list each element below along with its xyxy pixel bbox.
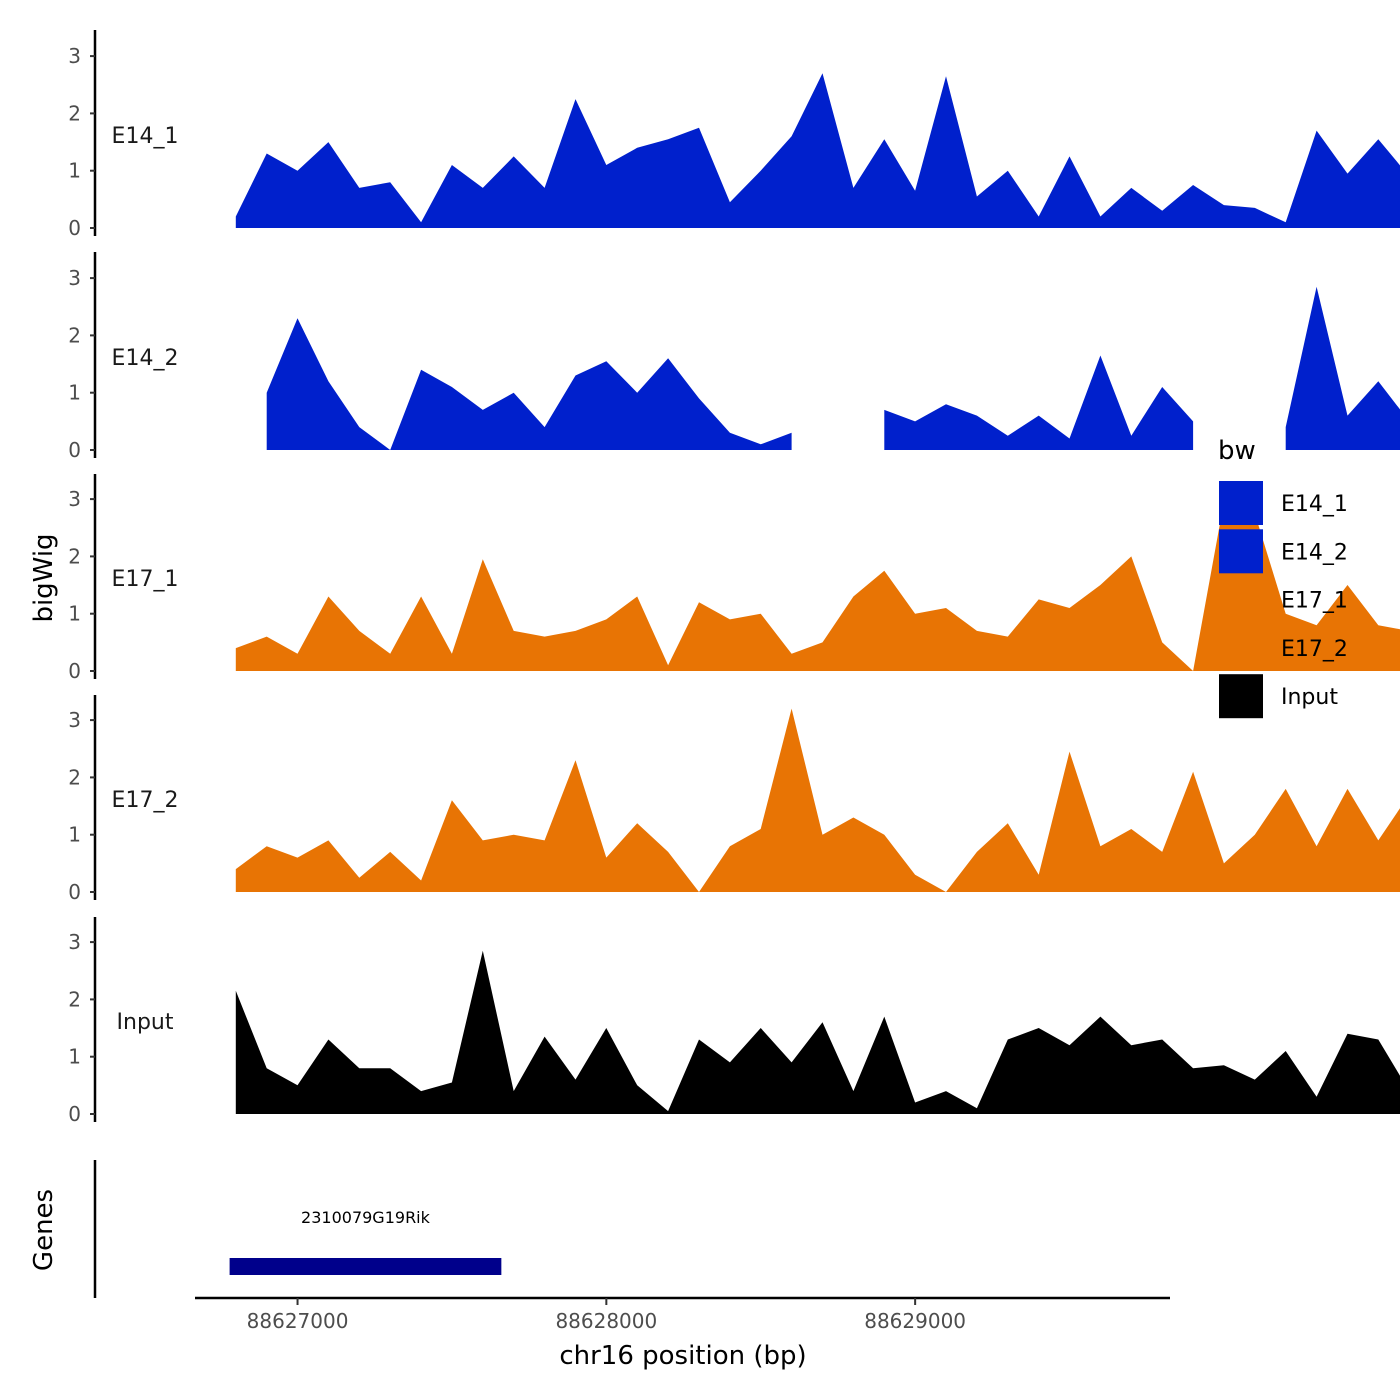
track-E14_2: 0 1 2 3 E14_2 [68,252,1400,462]
legend-item-E17_1: E17_1 [1219,577,1348,622]
x-axis-title: chr16 position (bp) [559,1341,806,1371]
track-E17_2: 0 1 2 3 E17_2 [68,695,1400,904]
x-tick-label: 88627000 [247,1309,349,1333]
y-tick-label: 3 [68,708,81,732]
legend-item-Input: Input [1219,674,1338,719]
track-label-E17_1: E17_1 [112,567,179,592]
genes-layer: 2310079G19Rik [93,1160,502,1298]
legend-label: Input [1281,685,1338,710]
y-tick-label: 2 [68,101,81,125]
x-axis: 88627000 88628000 88629000 [195,1296,1170,1333]
y-tick-label: 1 [68,381,81,405]
legend-item-E14_1: E14_1 [1219,481,1348,525]
y-tick-label: 3 [68,44,81,68]
y-tick-label: 1 [68,159,81,183]
signal-area-E14_2 [1285,286,1400,450]
legend-label: E17_2 [1281,637,1348,662]
legend-label: E14_1 [1281,492,1348,517]
legend-item-E14_2: E14_2 [1219,529,1348,574]
legend-title: bw [1218,436,1256,466]
gene-bar [229,1258,502,1275]
tracks-layer: 0 1 2 3 E14_1 0 1 2 3 E14_2 0 1 2 3 E17_1 0 1 2 3 E17_2 0 1 2 3… [68,30,1400,1126]
y-tick-label: 3 [68,930,81,954]
y-tick-label: 0 [68,438,81,462]
track-label-E14_2: E14_2 [112,346,179,371]
signal-area-E14_2 [884,355,1194,450]
signal-area-E14_2 [266,318,792,450]
gene-label: 2310079G19Rik [301,1208,431,1227]
y-tick-label: 2 [68,544,81,568]
signal-area-Input [235,950,1400,1114]
y-tick-label: 0 [68,880,81,904]
y-axis-title-genes: Genes [29,1189,59,1271]
track-E14_1: 0 1 2 3 E14_1 [68,30,1400,240]
x-tick-label: 88628000 [555,1309,657,1333]
track-label-E14_1: E14_1 [112,124,179,149]
track-E17_1: 0 1 2 3 E17_1 [68,474,1400,683]
y-tick-label: 3 [68,487,81,511]
signal-area-E17_1 [235,502,1400,671]
signal-area-E17_2 [235,708,1400,892]
track-label-Input: Input [117,1010,174,1035]
y-tick-label: 2 [68,765,81,789]
legend-item-E17_2: E17_2 [1219,625,1348,670]
x-tick-label: 88629000 [864,1309,966,1333]
legend: E14_1 E14_2 E17_1 E17_2 Input [1219,481,1348,719]
legend-swatch [1219,529,1263,574]
legend-swatch [1219,481,1263,525]
y-tick-label: 2 [68,987,81,1011]
track-Input: 0 1 2 3 Input [68,917,1400,1126]
y-tick-label: 0 [68,659,81,683]
legend-swatch [1219,625,1263,670]
legend-swatch [1219,577,1263,622]
y-tick-label: 0 [68,1102,81,1126]
y-tick-label: 0 [68,216,81,240]
track-label-E17_2: E17_2 [112,788,179,813]
signal-area-E14_1 [235,73,1400,228]
y-tick-label: 2 [68,323,81,347]
y-tick-label: 1 [68,1045,81,1069]
legend-label: E14_2 [1281,540,1348,565]
legend-label: E17_1 [1281,589,1348,614]
y-axis-title-bigwig: bigWig [29,533,59,622]
y-tick-label: 1 [68,602,81,626]
y-tick-label: 1 [68,823,81,847]
legend-swatch [1219,674,1263,719]
y-tick-label: 3 [68,266,81,290]
